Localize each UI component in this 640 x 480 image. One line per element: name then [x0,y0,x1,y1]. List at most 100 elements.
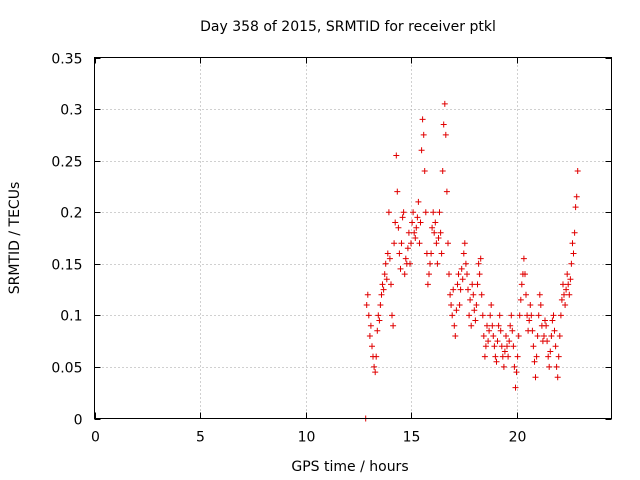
data-point [411,229,418,236]
data-point [564,271,571,278]
data-point [490,333,497,339]
data-point [499,353,506,360]
data-point [462,260,469,267]
x-axis-label: GPS time / hours [291,459,408,475]
data-point [485,338,492,345]
data-point [560,281,566,288]
x-tick-label: 10 [298,430,316,446]
data-point [487,312,494,319]
y-tick-label: 0.15 [51,258,82,274]
data-point [377,302,384,308]
data-point [447,291,454,298]
data-point [566,291,573,298]
data-point [513,369,520,376]
data-point [565,281,572,288]
data-point [505,353,512,360]
data-point [457,286,464,293]
data-point [399,214,406,221]
data-point [429,224,436,231]
data-point [451,322,458,329]
data-point [512,384,519,391]
data-point [518,281,525,288]
data-point [469,281,476,288]
data-point [547,348,554,355]
y-tick-label: 0.1 [60,309,82,325]
data-point [508,312,515,319]
data-point [379,281,386,288]
data-point [395,224,402,231]
data-point [394,188,401,195]
data-point [522,271,528,278]
data-point [460,250,467,257]
data-point [562,302,569,308]
data-point [380,286,387,293]
data-point [410,209,417,216]
data-point [532,374,539,381]
data-point [534,333,541,339]
data-point [492,353,499,360]
data-point [401,271,408,278]
data-point [556,333,563,339]
data-point [388,281,394,288]
data-point [474,281,481,288]
data-point [515,333,522,339]
data-point [504,343,510,350]
data-point [443,188,450,195]
data-point [417,219,424,226]
data-point [458,265,465,272]
data-point [434,260,441,267]
data-point [454,281,461,288]
data-point [412,235,419,241]
x-tick-label: 0 [91,430,100,446]
data-point [507,322,514,329]
data-point [465,286,471,293]
data-point [426,271,432,278]
data-point [424,281,431,288]
data-point [563,286,570,293]
data-point [482,343,489,350]
data-point [363,302,370,308]
data-point [366,333,373,339]
data-point [531,358,538,365]
data-point [495,322,502,329]
data-point [486,327,493,334]
data-point [430,209,437,216]
data-point [452,333,459,339]
data-point [496,312,503,319]
data-point [378,291,385,298]
data-point [418,147,425,154]
grid [94,57,612,419]
data-point [533,353,540,360]
data-point [551,327,558,334]
data-point [407,260,413,267]
data-point [467,296,474,303]
x-axis: 0 5 10 15 20 [91,57,527,446]
data-point [421,168,428,174]
data-point [437,229,444,236]
data-point [436,209,443,216]
data-point [543,322,550,329]
x-tick-label: 20 [509,430,527,446]
data-point [497,327,504,334]
data-point [471,307,478,314]
data-point [517,296,524,303]
data-point [459,276,466,283]
y-tick-label: 0 [74,413,83,429]
data-point [479,312,486,319]
data-point [392,219,399,226]
data-point [449,312,456,319]
data-point [419,116,426,123]
data-point [553,363,560,370]
data-point [545,353,552,360]
data-point [374,327,381,334]
data-point [455,271,462,278]
data-point [523,291,529,298]
data-point [548,333,555,339]
data-point [503,333,509,339]
data-point [464,271,470,278]
data-point [561,291,567,298]
data-point [438,250,445,257]
data-point [537,302,544,308]
data-point [558,296,565,303]
x-tick-label: 15 [403,430,421,446]
